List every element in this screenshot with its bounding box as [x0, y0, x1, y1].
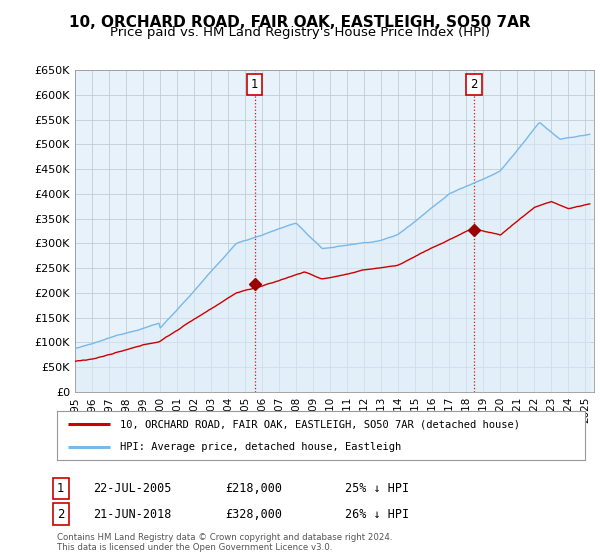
Text: 2: 2: [470, 78, 478, 91]
Text: £328,000: £328,000: [225, 507, 282, 521]
Text: 1: 1: [57, 482, 65, 495]
Text: 22-JUL-2005: 22-JUL-2005: [93, 482, 172, 495]
Text: 10, ORCHARD ROAD, FAIR OAK, EASTLEIGH, SO50 7AR (detached house): 10, ORCHARD ROAD, FAIR OAK, EASTLEIGH, S…: [121, 419, 520, 430]
Text: Contains HM Land Registry data © Crown copyright and database right 2024.
This d: Contains HM Land Registry data © Crown c…: [57, 533, 392, 552]
Text: HPI: Average price, detached house, Eastleigh: HPI: Average price, detached house, East…: [121, 442, 401, 452]
Text: Price paid vs. HM Land Registry's House Price Index (HPI): Price paid vs. HM Land Registry's House …: [110, 26, 490, 39]
Text: 1: 1: [251, 78, 258, 91]
Text: 21-JUN-2018: 21-JUN-2018: [93, 507, 172, 521]
Text: 10, ORCHARD ROAD, FAIR OAK, EASTLEIGH, SO50 7AR: 10, ORCHARD ROAD, FAIR OAK, EASTLEIGH, S…: [69, 15, 531, 30]
Text: 2: 2: [57, 507, 65, 521]
Text: £218,000: £218,000: [225, 482, 282, 495]
Text: 26% ↓ HPI: 26% ↓ HPI: [345, 507, 409, 521]
Text: 25% ↓ HPI: 25% ↓ HPI: [345, 482, 409, 495]
